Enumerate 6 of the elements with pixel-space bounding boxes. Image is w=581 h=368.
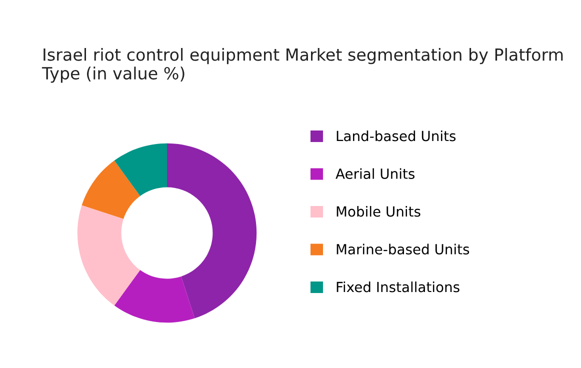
- chart-title: Israel riot control equipment Market segmentation by Platform Type (in value %): [42, 48, 563, 83]
- legend-label: Aerial Units: [336, 168, 414, 180]
- legend-label: Land-based Units: [336, 130, 456, 142]
- legend-label: Marine-based Units: [336, 244, 470, 254]
- legend-label: Mobile Units: [336, 206, 420, 217]
- legend-label: Fixed Installations: [336, 282, 460, 292]
